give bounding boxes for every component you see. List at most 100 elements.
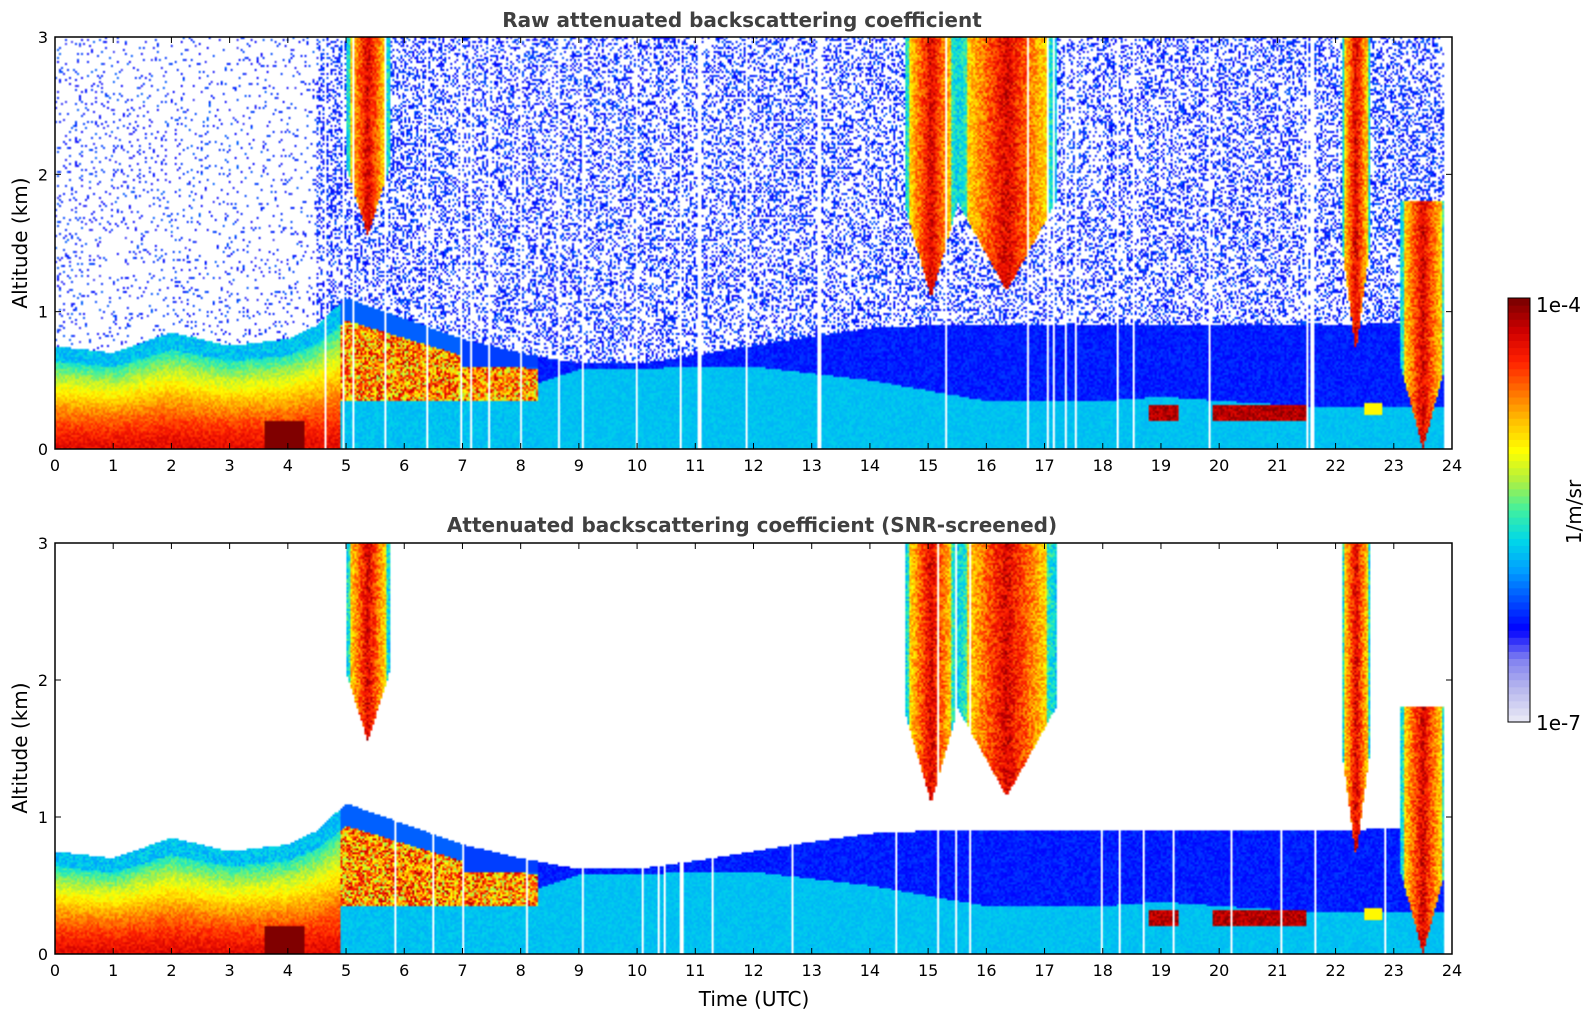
colorbar-segment xyxy=(1508,531,1530,539)
colorbar-segment xyxy=(1508,693,1530,702)
x-tick-label: 19 xyxy=(1151,456,1171,475)
x-tick-label: 2 xyxy=(166,456,176,475)
colorbar-segment xyxy=(1508,312,1530,320)
colorbar-segment xyxy=(1508,700,1530,709)
panel-raw-title: Raw attenuated backscattering coefficien… xyxy=(502,8,982,32)
x-tick-label: 17 xyxy=(1034,961,1054,980)
colorbar-segment xyxy=(1508,665,1530,674)
y-tick-label: 2 xyxy=(38,165,48,184)
colorbar-segment xyxy=(1508,319,1530,327)
x-tick-label: 10 xyxy=(627,456,647,475)
x-tick-label: 20 xyxy=(1209,456,1229,475)
colorbar-segment xyxy=(1508,354,1530,363)
panel-raw-heatmap xyxy=(55,37,1452,449)
x-tick-label: 16 xyxy=(976,456,996,475)
colorbar-segment xyxy=(1508,608,1530,617)
colorbar-segment xyxy=(1508,446,1530,455)
x-tick-label: 24 xyxy=(1442,456,1462,475)
colorbar-segment xyxy=(1508,432,1530,440)
x-tick-label: 15 xyxy=(918,456,938,475)
panel-screened-heatmap xyxy=(55,543,1452,954)
colorbar-segment xyxy=(1508,326,1530,334)
x-tick-label: 8 xyxy=(516,961,526,980)
colorbar-segment xyxy=(1508,460,1530,469)
x-tick-label: 5 xyxy=(341,961,351,980)
colorbar-segment xyxy=(1508,453,1530,462)
colorbar-segment xyxy=(1508,495,1530,504)
colorbar-segment xyxy=(1508,545,1530,553)
x-tick-label: 4 xyxy=(283,961,293,980)
y-tick-label: 1 xyxy=(38,808,48,827)
colorbar-frame xyxy=(1507,297,1531,723)
colorbar-segment xyxy=(1508,630,1530,638)
x-tick-label: 6 xyxy=(399,456,409,475)
x-tick-label: 23 xyxy=(1384,456,1404,475)
colorbar-segment xyxy=(1508,425,1530,433)
x-tick-label: 17 xyxy=(1034,456,1054,475)
x-tick-label: 4 xyxy=(283,456,293,475)
x-tick-label: 20 xyxy=(1209,961,1229,980)
colorbar-segment xyxy=(1508,347,1530,356)
colorbar-segment xyxy=(1508,679,1530,688)
x-tick-label: 18 xyxy=(1093,961,1113,980)
colorbar-segment xyxy=(1508,481,1530,490)
x-tick-label: 3 xyxy=(225,456,235,475)
y-tick-label: 3 xyxy=(38,534,48,553)
x-tick-label: 2 xyxy=(166,961,176,980)
x-tick-label: 22 xyxy=(1325,961,1345,980)
colorbar-min-label: 1e-7 xyxy=(1536,711,1581,735)
x-tick-label: 18 xyxy=(1093,456,1113,475)
colorbar-max-label: 1e-4 xyxy=(1536,293,1581,317)
colorbar-segment xyxy=(1508,573,1530,582)
colorbar-segment xyxy=(1508,587,1530,596)
x-tick-label: 12 xyxy=(743,961,763,980)
colorbar-segment xyxy=(1508,594,1530,603)
x-tick-label: 15 xyxy=(918,961,938,980)
x-tick-label: 19 xyxy=(1151,961,1171,980)
x-tick-label: 22 xyxy=(1325,456,1345,475)
y-tick-label: 3 xyxy=(38,28,48,47)
y-tick-label: 1 xyxy=(38,303,48,322)
x-tick-label: 23 xyxy=(1384,961,1404,980)
colorbar-segment xyxy=(1508,510,1530,518)
colorbar-segment xyxy=(1508,389,1530,398)
x-tick-label: 1 xyxy=(108,961,118,980)
y-tick-label: 0 xyxy=(38,440,48,459)
colorbar-segment xyxy=(1508,672,1530,681)
panel-screened-x-ticks: 0 1 2 3 4 5 6 7 8 9 10 11 12 13 14 15 16 17 18 19 20 21 22 23 24 xyxy=(50,543,1462,980)
panel-raw-x-ticks: 0 1 2 3 4 5 6 7 8 9 10 11 12 13 14 15 16 17 18 19 20 21 22 23 24 xyxy=(50,37,1462,475)
colorbar: 1e-4 1e-7 1/m/sr xyxy=(1507,293,1586,735)
colorbar-segment xyxy=(1508,298,1530,306)
panel-raw-y-ticks: 0 1 2 3 xyxy=(38,28,1452,459)
x-tick-label: 6 xyxy=(399,961,409,980)
colorbar-segment xyxy=(1508,396,1530,405)
colorbar-segment xyxy=(1508,439,1530,447)
panel-screened: Attenuated backscattering coefficient (S… xyxy=(8,513,1462,1011)
x-tick-label: 16 xyxy=(976,961,996,980)
colorbar-segment xyxy=(1508,714,1530,723)
colorbar-segment xyxy=(1508,552,1530,561)
x-tick-label: 14 xyxy=(860,456,880,475)
colorbar-segment xyxy=(1508,517,1530,525)
colorbar-segment xyxy=(1508,418,1530,426)
colorbar-segments xyxy=(1508,298,1530,723)
colorbar-segment xyxy=(1508,601,1530,610)
colorbar-segment xyxy=(1508,340,1530,349)
x-tick-label: 12 xyxy=(743,456,763,475)
x-tick-label: 9 xyxy=(574,456,584,475)
x-tick-label: 7 xyxy=(457,961,467,980)
colorbar-segment xyxy=(1508,368,1530,377)
y-tick-label: 0 xyxy=(38,945,48,964)
x-tick-label: 8 xyxy=(516,456,526,475)
colorbar-segment xyxy=(1508,686,1530,695)
x-tick-label: 13 xyxy=(802,456,822,475)
x-tick-label: 11 xyxy=(685,961,705,980)
panel-screened-ylabel: Altitude (km) xyxy=(8,682,32,813)
colorbar-segment xyxy=(1508,658,1530,667)
colorbar-segment xyxy=(1508,644,1530,652)
panel-screened-xlabel: Time (UTC) xyxy=(698,987,810,1011)
x-tick-label: 14 xyxy=(860,961,880,980)
colorbar-segment xyxy=(1508,305,1530,313)
colorbar-segment xyxy=(1508,538,1530,546)
